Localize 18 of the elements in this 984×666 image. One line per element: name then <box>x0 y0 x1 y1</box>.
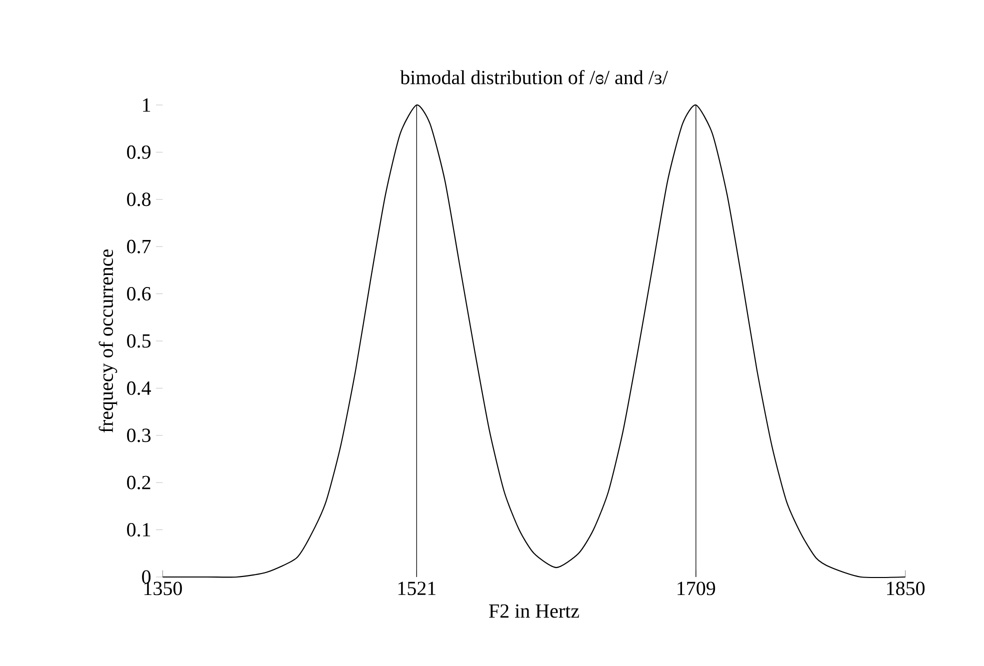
x-axis-title: F2 in Hertz <box>489 604 579 618</box>
y-tick-label: 0 <box>142 570 151 584</box>
x-tick-label: 1850 <box>887 582 925 596</box>
x-tick-label: 1709 <box>678 582 716 596</box>
y-tick-label: 1 <box>143 98 150 112</box>
y-tick-label: 0.4 <box>127 381 151 395</box>
y-tick-label: 0.2 <box>127 476 150 490</box>
y-tick-label: 0.5 <box>127 334 151 348</box>
x-tick-label: 1521 <box>398 582 436 596</box>
y-tick-label: 0.3 <box>127 428 151 442</box>
y-tick-label: 0.7 <box>127 240 151 254</box>
y-tick-label: 0.1 <box>127 522 150 537</box>
y-tick-label: 0.8 <box>127 192 151 206</box>
y-tick-label: 0.9 <box>127 145 150 159</box>
y-axis-title: frequecy of occurrence <box>98 250 118 433</box>
y-tick-label: 0.6 <box>127 286 151 301</box>
chart-title: bimodal distribution of /ɞ/ and /ɜ/ <box>400 70 668 84</box>
x-tick-label: 1350 <box>144 582 182 596</box>
